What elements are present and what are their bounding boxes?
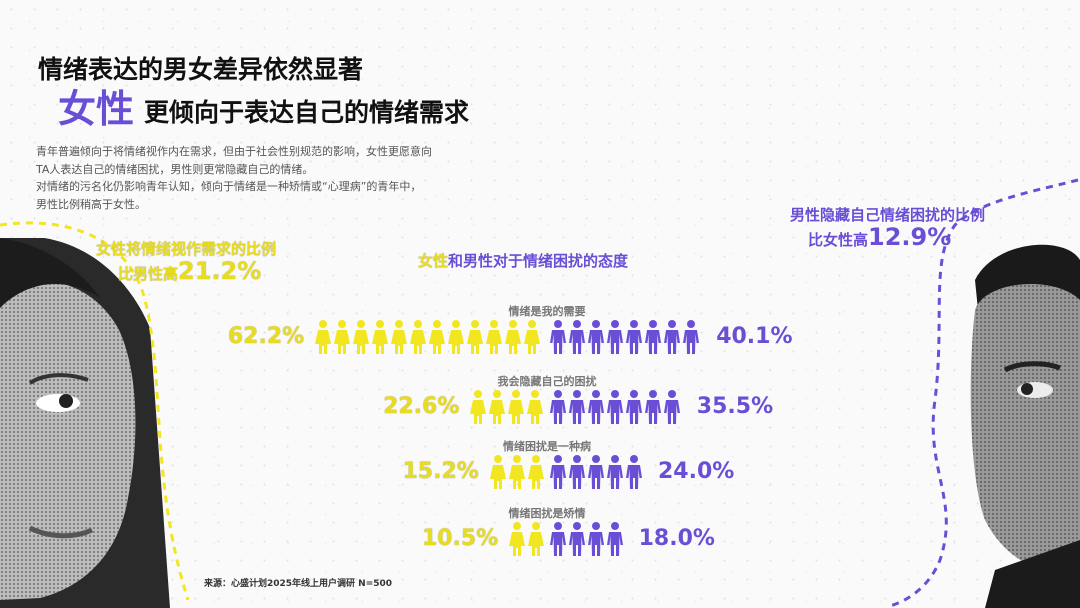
male-person-icon [664,390,680,424]
female-person-icon [353,320,370,354]
female-person-icon [528,522,545,556]
row-label: 情绪是我的需要 [508,305,586,318]
male-person-icon [588,522,604,556]
description-line: TA人表达自己的情绪困扰，男性则更常隐藏自己的情绪。 [36,162,314,176]
male-person-icon [569,390,585,424]
female-person-icon [486,320,503,354]
female-person-icon [489,455,506,489]
female-icon-group [314,319,542,355]
subtitle: 女性 更倾向于表达自己的情绪需求 [58,88,469,130]
male-person-icon [588,390,604,424]
female-person-icon [505,320,522,354]
male-percentage: 40.1% [716,324,793,349]
male-person-icon [607,455,623,489]
subtitle-highlight: 女性 [58,87,135,131]
female-icon-group [508,521,546,557]
male-person-icon [683,320,699,354]
female-person-icon [410,320,427,354]
male-person-icon [626,320,642,354]
female-person-icon [429,320,446,354]
male-callout-value: 12.9% [868,223,952,251]
source-note: 来源：心盛计划2025年线上用户调研 N=500 [204,579,393,589]
female-callout: 女性将情绪视作需求的比例 比男性高21.2% [96,238,276,285]
male-icon-group [549,389,682,425]
female-person-icon [489,390,506,424]
female-person-icon [509,522,526,556]
male-person-icon [550,320,566,354]
male-person-icon [645,320,661,354]
male-callout-line1: 男性隐藏自己情绪困扰的比例 [790,206,986,224]
female-person-icon [372,320,389,354]
row-label: 情绪困扰是矫情 [508,507,586,520]
female-callout-line1: 女性将情绪视作需求的比例 [96,240,277,258]
female-callout-prefix: 比男性高 [118,265,179,283]
row-label: 我会隐藏自己的困扰 [497,375,597,388]
male-person-icon [588,320,604,354]
female-person-icon [527,390,544,424]
male-person-icon [664,320,680,354]
female-percentage: 22.6% [383,394,460,419]
male-person-icon [550,522,566,556]
male-icon-group [549,521,625,557]
male-person-icon [607,320,623,354]
female-icon-group [469,389,545,425]
male-person-icon [550,390,566,424]
female-person-icon [508,390,525,424]
male-person-icon [607,522,623,556]
description: 青年普遍倾向于将情绪视作内在需求，但由于社会性别规范的影响，女性更愿意向 TA人… [36,143,506,213]
female-percentage: 10.5% [421,526,499,551]
male-icon-group [549,454,644,490]
male-person-icon [569,522,585,556]
female-person-icon [334,320,351,354]
chart-title-female: 女性 [418,252,449,270]
female-icon-group [489,454,546,490]
female-person-icon [470,390,487,424]
man-photo [955,240,1080,608]
male-person-icon [550,455,566,489]
female-person-icon [467,320,484,354]
description-line: 男性比例稍高于女性。 [36,197,146,211]
female-callout-value: 21.2% [178,257,262,285]
male-callout-prefix: 比女性高 [808,231,869,249]
male-person-icon [569,320,585,354]
female-person-icon [391,320,408,354]
male-percentage: 35.5% [696,394,774,419]
female-percentage: 15.2% [402,459,479,484]
male-person-icon [626,455,642,489]
description-line: 青年普遍倾向于将情绪视作内在需求，但由于社会性别规范的影响，女性更愿意向 [36,145,432,158]
page-title: 情绪表达的男女差异依然显著 [38,55,364,84]
male-callout: 男性隐藏自己情绪困扰的比例 比女性高12.9% [790,204,985,251]
male-person-icon [645,390,661,424]
female-person-icon [524,320,541,354]
female-person-icon [508,455,525,489]
subtitle-rest: 更倾向于表达自己的情绪需求 [144,98,470,127]
woman-photo [0,238,170,608]
male-person-icon [626,390,642,424]
male-percentage: 24.0% [658,459,735,484]
male-person-icon [588,455,604,489]
male-percentage: 18.0% [638,526,715,551]
male-icon-group [549,319,701,355]
female-person-icon [527,455,544,489]
female-person-icon [315,320,332,354]
row-label: 情绪困扰是一种病 [503,440,591,453]
female-percentage: 62.2% [227,324,305,349]
male-person-icon [607,390,623,424]
description-line: 对情绪的污名化仍影响青年认知，倾向于情绪是一种矫情或“心理病”的青年中， [36,180,422,193]
chart-title: 女性和男性对于情绪困扰的态度 [418,250,628,271]
chart-title-rest: 和男性对于情绪困扰的态度 [448,252,629,270]
male-person-icon [569,455,585,489]
female-person-icon [448,320,465,354]
